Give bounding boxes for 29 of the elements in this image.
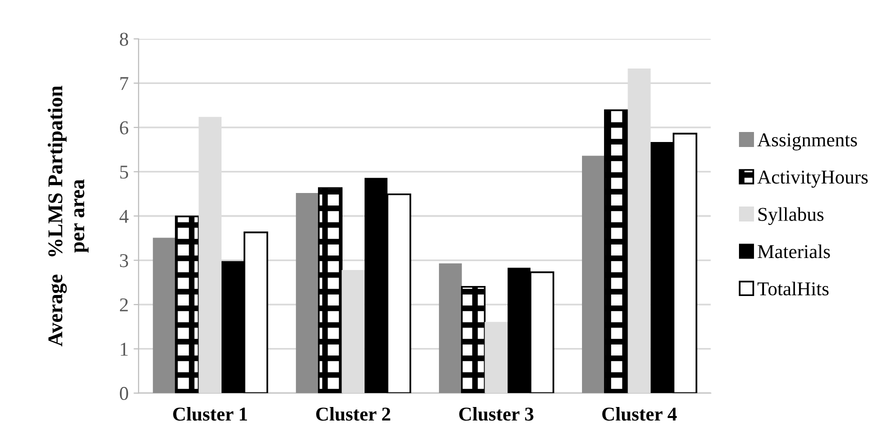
bar <box>174 216 200 394</box>
legend-label: Assignments <box>757 133 857 150</box>
bar <box>152 238 176 394</box>
x-tick-label: Cluster 1 <box>173 407 247 421</box>
legend-label: Syllabus <box>758 207 824 225</box>
x-tick-label: Cluster 2 <box>316 407 390 421</box>
y-tick-label: 0 <box>120 386 128 400</box>
y-tick-label: 7 <box>120 77 128 90</box>
legend-label: Materials <box>758 244 830 258</box>
bar <box>461 286 486 394</box>
y-tick-label: 6 <box>120 121 128 134</box>
bar <box>296 192 319 394</box>
bar <box>342 270 365 394</box>
y-tick-label: 1 <box>120 342 128 356</box>
legend-label: ActivityHours <box>757 170 868 188</box>
x-tick-label: Cluster 4 <box>602 407 677 421</box>
y-tick-label: 3 <box>120 254 128 268</box>
y-tick-label: 2 <box>120 298 128 312</box>
bar <box>582 156 605 394</box>
bar <box>438 263 462 394</box>
bar <box>604 109 629 394</box>
legend-label: TotalHits <box>758 282 829 296</box>
y-tick-label: 8 <box>120 32 128 46</box>
y-tick-label: 5 <box>120 166 128 179</box>
bar <box>318 187 343 394</box>
y-axis-title: Average %LMS Partipation per area <box>48 86 89 346</box>
x-tick-label: Cluster 3 <box>459 407 534 421</box>
y-tick-label: 4 <box>120 210 129 223</box>
bar <box>484 322 508 394</box>
